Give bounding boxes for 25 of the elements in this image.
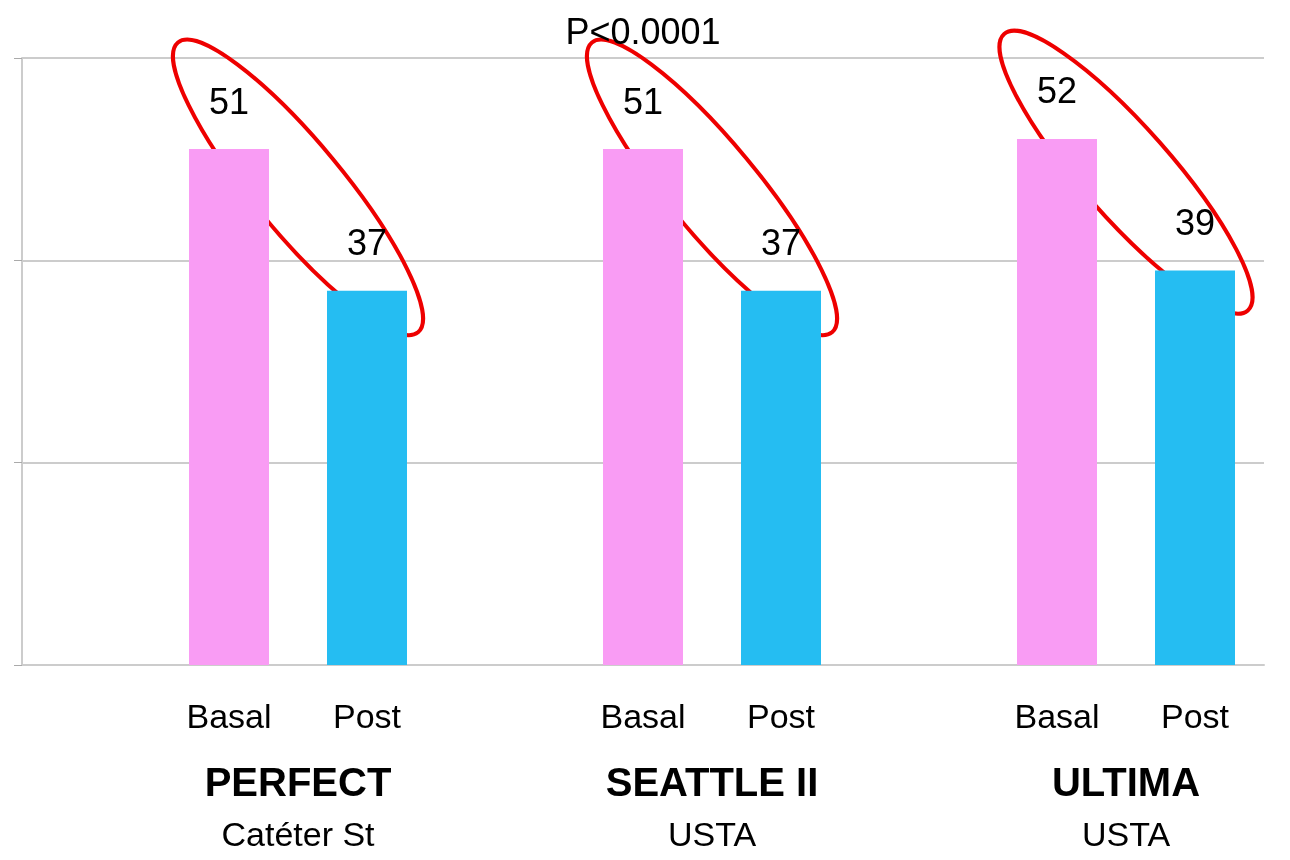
x-tick-label: Basal (1014, 697, 1100, 735)
text: PERFECT (204, 760, 392, 804)
text: Catéter St (221, 815, 376, 853)
bar (741, 290, 821, 665)
data-label: 39 (1174, 201, 1216, 243)
x-tick-label: Post (746, 697, 816, 735)
text: ULTIMA (1051, 760, 1201, 804)
data-label: 37 (346, 222, 388, 264)
bar (1155, 270, 1235, 665)
x-tick-label: Post (1160, 697, 1230, 735)
data-label: 51 (208, 80, 250, 122)
bar (1017, 138, 1097, 665)
chart-title: P<0.0001 (565, 10, 721, 52)
text: SEATTLE II (605, 760, 819, 804)
x-tick-label: Basal (600, 697, 686, 735)
bar (327, 290, 407, 665)
text: USTA (1081, 815, 1171, 853)
x-tick-label: Post (332, 697, 402, 735)
data-label: 37 (760, 222, 802, 264)
x-tick-label: Basal (186, 697, 272, 735)
text: USTA (667, 815, 757, 853)
data-label: 51 (622, 80, 664, 122)
data-label: 52 (1036, 70, 1078, 112)
bar (603, 149, 683, 665)
bar (189, 149, 269, 665)
